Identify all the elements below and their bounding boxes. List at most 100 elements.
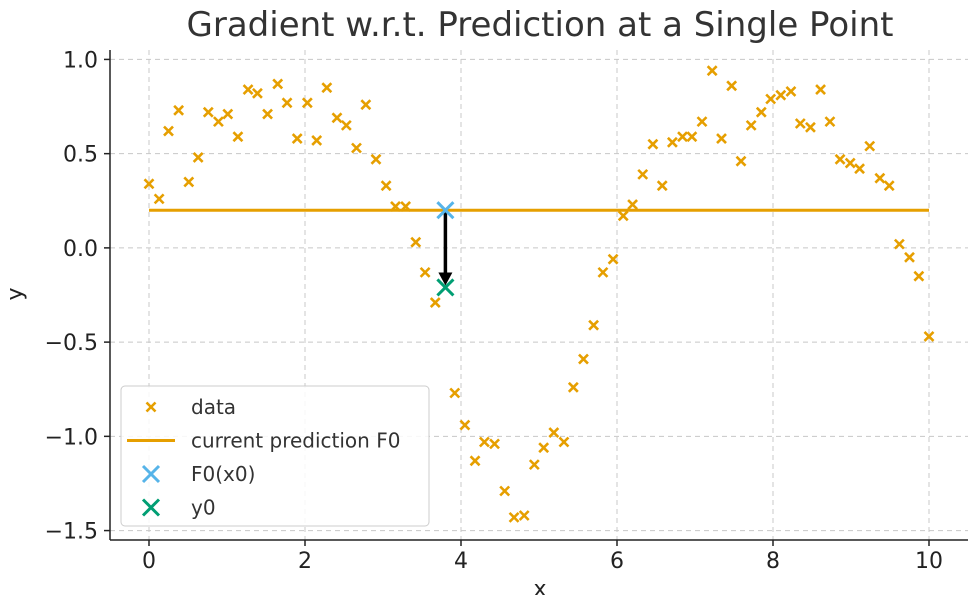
- data-point: [351, 142, 362, 154]
- y-axis-label: y: [3, 287, 28, 300]
- y-tick-label: 0.5: [63, 143, 98, 168]
- data-point: [588, 319, 600, 331]
- y-tick-label: −1.0: [45, 425, 98, 450]
- data-point: [726, 80, 738, 92]
- data-point: [805, 121, 816, 133]
- data-point: [923, 331, 935, 342]
- data-point: [548, 427, 560, 438]
- data-point: [597, 266, 609, 278]
- data-point: [232, 131, 244, 143]
- x-tick-label: 4: [454, 549, 468, 574]
- data-point: [242, 84, 254, 95]
- legend-item: current prediction F0: [127, 429, 400, 453]
- data-point: [607, 253, 619, 265]
- data-point: [647, 138, 659, 150]
- x-tick-label: 8: [766, 549, 780, 574]
- data-point: [321, 82, 333, 94]
- legend-marker: [145, 401, 157, 413]
- legend-box: [120, 385, 430, 527]
- data-point: [864, 140, 876, 152]
- data-point: [637, 168, 649, 180]
- data-point: [775, 89, 787, 101]
- data-point: [874, 172, 886, 184]
- data-point: [815, 84, 826, 95]
- data-point: [765, 93, 777, 105]
- data-point: [666, 136, 678, 148]
- data-point: [272, 78, 284, 90]
- legend-marker: [141, 498, 161, 517]
- data-point: [913, 270, 925, 282]
- grid: [110, 50, 968, 540]
- gradient-arrow: [438, 210, 453, 286]
- data-point: [538, 442, 550, 454]
- data-point: [627, 199, 639, 210]
- x-tick-label: 0: [142, 549, 156, 574]
- data-point: [489, 438, 500, 450]
- data-point: [844, 157, 856, 169]
- data-point: [153, 193, 165, 205]
- legend-item: y0: [141, 496, 216, 520]
- data-point: [677, 131, 688, 143]
- data-point: [222, 108, 234, 120]
- data-point: [429, 297, 441, 308]
- y-tick-label: −1.5: [45, 520, 98, 545]
- legend-label: F0(x0): [191, 462, 255, 486]
- data-point: [686, 131, 698, 143]
- data-point: [499, 485, 511, 497]
- data-point: [390, 201, 401, 212]
- plot-area: [143, 65, 935, 523]
- data-point: [656, 180, 668, 192]
- x-axis-label: x: [533, 577, 546, 595]
- data-point: [745, 119, 757, 131]
- data-point: [478, 436, 490, 448]
- data-point: [883, 180, 895, 192]
- data-point: [834, 153, 846, 165]
- data-point: [904, 251, 915, 263]
- legend-item: data: [145, 395, 236, 419]
- data-point: [262, 108, 273, 120]
- data-point: [706, 65, 718, 77]
- data-point: [893, 238, 905, 250]
- data-point: [410, 236, 422, 248]
- data-point: [528, 459, 540, 471]
- axes: [109, 50, 968, 541]
- y-tick-label: −0.5: [45, 331, 98, 356]
- data-point: [380, 180, 392, 192]
- data-point: [202, 106, 214, 118]
- data-point: [508, 511, 520, 523]
- legend-label: current prediction F0: [191, 429, 400, 453]
- data-point: [143, 178, 155, 190]
- data-point: [617, 210, 629, 222]
- data-point: [794, 118, 806, 129]
- data-point: [469, 455, 481, 467]
- y-tick-label: 1.0: [63, 48, 98, 73]
- legend-label: y0: [191, 496, 216, 520]
- data-point: [192, 152, 204, 163]
- data-point: [755, 106, 767, 118]
- legend-label: data: [191, 395, 236, 419]
- data-point: [824, 116, 836, 128]
- data-point: [281, 97, 293, 109]
- y0-marker: [436, 278, 455, 297]
- data-point: [213, 116, 224, 128]
- data-point: [459, 419, 471, 431]
- data-point: [360, 99, 372, 111]
- data-point: [311, 135, 323, 146]
- data-point: [252, 87, 263, 99]
- data-point: [370, 153, 382, 165]
- x-tick-label: 2: [298, 549, 312, 574]
- data-point: [331, 112, 343, 124]
- y-tick-label: 0.0: [63, 237, 98, 262]
- ticks: 0 2 4 6 8 10 1.0 0.5 0.0 −0.5 −1.0 −1.5: [45, 48, 943, 574]
- data-point: [163, 125, 174, 137]
- data-point: [400, 201, 412, 212]
- data-point: [735, 155, 747, 167]
- chart-title: Gradient w.r.t. Prediction at a Single P…: [187, 5, 894, 45]
- f0-x0-marker: [436, 201, 455, 220]
- legend: data current prediction F0 F0(x0) y0: [120, 385, 430, 527]
- data-point: [518, 510, 530, 521]
- data-point: [419, 266, 431, 278]
- data-point: [301, 97, 313, 109]
- legend-marker: [141, 464, 161, 484]
